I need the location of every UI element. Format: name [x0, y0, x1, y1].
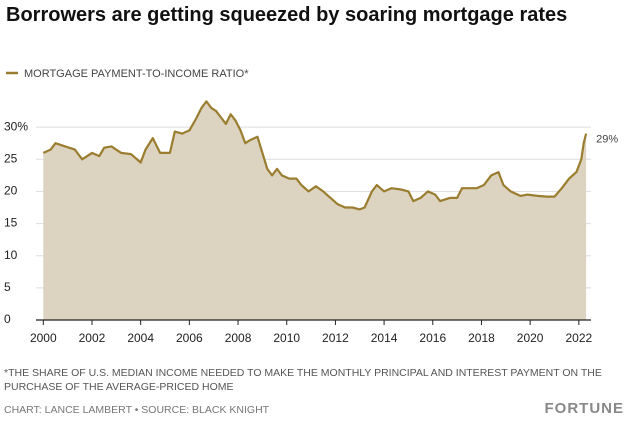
x-tick-label: 2008 — [225, 331, 252, 345]
y-tick-label: 10 — [4, 248, 18, 262]
data-label: 29% — [596, 133, 618, 145]
x-tick-label: 2018 — [468, 331, 495, 345]
source: CHART: LANCE LAMBERT • SOURCE: BLACK KNI… — [4, 404, 270, 416]
y-tick-label: 0 — [4, 312, 11, 326]
x-tick-label: 2012 — [322, 331, 349, 345]
area — [43, 101, 587, 321]
publisher: FORTUNE — [544, 400, 624, 417]
y-tick-label: 25 — [4, 151, 18, 165]
y-tick-label: 20 — [4, 184, 18, 198]
x-tick-label: 2014 — [371, 331, 398, 345]
line — [42, 100, 588, 211]
x-tick-label: 2006 — [176, 331, 203, 345]
x-tick-label: 2016 — [419, 331, 446, 345]
legend-label: MORTGAGE PAYMENT-TO-INCOME RATIO* — [24, 68, 249, 80]
x-tick-label: 2002 — [79, 331, 106, 345]
x-tick-label: 2010 — [273, 331, 300, 345]
x-tick-label: 2022 — [565, 331, 592, 345]
chart-title: Borrowers are getting squeezed by soarin… — [6, 4, 568, 26]
x-tick-label: 2020 — [517, 331, 544, 345]
x-tick-label: 2000 — [30, 331, 57, 345]
x-tick-label: 2004 — [127, 331, 154, 345]
footnote: *THE SHARE OF U.S. MEDIAN INCOME NEEDED … — [4, 367, 602, 393]
y-tick-label: 15 — [4, 216, 18, 230]
y-tick-label: 5 — [4, 280, 11, 294]
y-tick-label: 30% — [4, 119, 28, 133]
